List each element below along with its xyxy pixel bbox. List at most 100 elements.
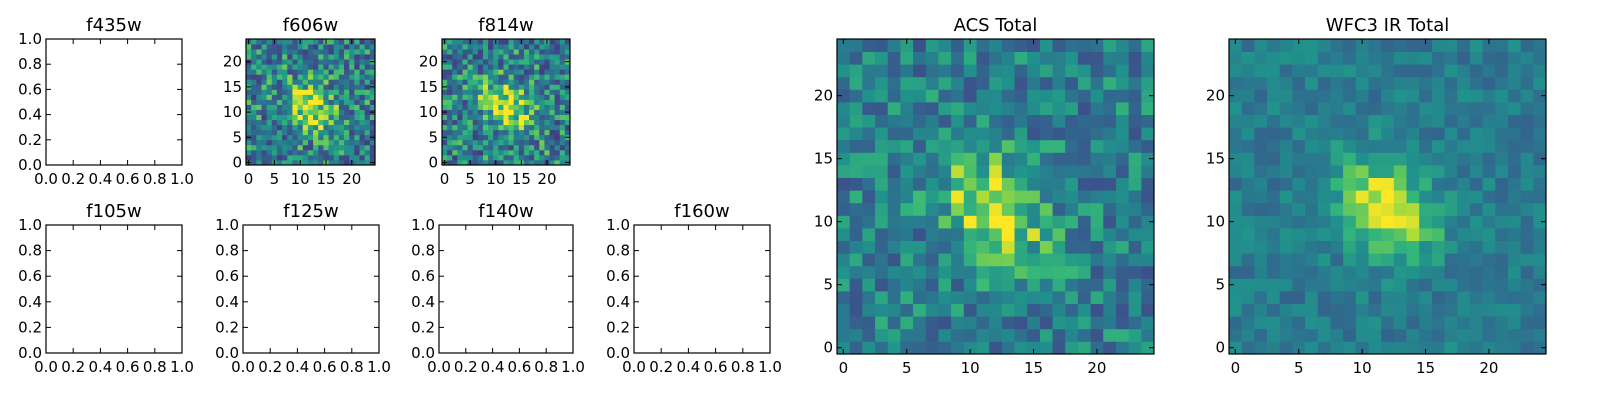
- heatmap-cell: [518, 129, 525, 136]
- heatmap-cell: [271, 44, 278, 50]
- heatmap-cell: [271, 54, 278, 60]
- y-tick-label: 1.0: [18, 30, 42, 48]
- heatmap-cell: [534, 59, 540, 65]
- heatmap-cell: [369, 69, 376, 75]
- heatmap-cell: [1241, 341, 1255, 355]
- heatmap-cell: [1052, 76, 1066, 90]
- heatmap-cell: [554, 124, 561, 131]
- heatmap-cell: [246, 129, 252, 136]
- heatmap-cell: [1267, 76, 1281, 90]
- heatmap-cell: [344, 74, 350, 80]
- heatmap-cell: [1039, 228, 1053, 241]
- heatmap-cell: [938, 341, 952, 355]
- heatmap-cell: [328, 154, 335, 161]
- heatmap-cell: [287, 109, 293, 115]
- heatmap-cell: [1115, 341, 1130, 355]
- heatmap-cell: [323, 149, 329, 156]
- heatmap-cell: [529, 94, 535, 100]
- heatmap-cell: [529, 54, 535, 60]
- heatmap-cell: [1507, 291, 1522, 304]
- heatmap-cell: [529, 64, 535, 70]
- heatmap-cell: [313, 94, 319, 100]
- heatmap-cell: [1254, 127, 1268, 141]
- heatmap-cell: [1027, 253, 1041, 267]
- heatmap-cell: [266, 69, 273, 75]
- heatmap-cell: [477, 119, 484, 126]
- heatmap-cell: [467, 129, 474, 136]
- heatmap-cell: [477, 59, 484, 65]
- heatmap-cell: [307, 124, 314, 131]
- heatmap-cell: [1330, 328, 1344, 342]
- heatmap-cell: [1495, 64, 1509, 78]
- heatmap-cell: [498, 159, 504, 166]
- heatmap-cell: [1368, 341, 1382, 355]
- heatmap-cell: [297, 89, 304, 95]
- heatmap-cell: [976, 278, 990, 292]
- heatmap-cell: [457, 109, 463, 115]
- heatmap-cell: [513, 119, 520, 126]
- heatmap-cell: [369, 39, 376, 45]
- heatmap-cell: [1065, 64, 1079, 78]
- heatmap-cell: [1241, 190, 1255, 204]
- heatmap-cell: [900, 51, 914, 65]
- heatmap-cell: [313, 49, 319, 55]
- heatmap-cell: [559, 74, 566, 80]
- heatmap-cell: [1279, 328, 1293, 342]
- heatmap-cell: [938, 265, 952, 279]
- heatmap-cell: [1305, 265, 1319, 279]
- heatmap-cell: [442, 129, 448, 136]
- heatmap-cell: [900, 303, 914, 317]
- heatmap-cell: [837, 64, 851, 78]
- y-tick-label: 0.8: [18, 242, 42, 260]
- heatmap-cell: [261, 114, 268, 121]
- heatmap-cell: [276, 159, 283, 166]
- heatmap-cell: [523, 104, 530, 110]
- heatmap-cell: [1103, 253, 1117, 267]
- heatmap-cell: [1065, 102, 1079, 115]
- heatmap-cell: [359, 79, 366, 85]
- heatmap-cell: [1039, 202, 1053, 216]
- heatmap-cell: [1267, 127, 1281, 141]
- x-tick-label: 5: [902, 359, 912, 377]
- heatmap-cell: [1317, 114, 1331, 128]
- heatmap-cell: [313, 59, 319, 65]
- heatmap-cell: [1330, 228, 1344, 241]
- heatmap-cell: [1039, 265, 1053, 279]
- heatmap-cell: [1330, 51, 1344, 65]
- heatmap-cell: [1014, 303, 1028, 317]
- heatmap-cell: [287, 39, 293, 45]
- heatmap-cell: [457, 39, 463, 45]
- heatmap-cell: [344, 144, 350, 151]
- heatmap-cell: [354, 69, 360, 75]
- heatmap-cell: [900, 177, 914, 191]
- heatmap-cell: [513, 114, 520, 121]
- heatmap-cell: [1355, 202, 1369, 216]
- heatmap-cell: [1090, 76, 1104, 90]
- heatmap-cell: [554, 119, 561, 126]
- heatmap-cell: [364, 114, 371, 121]
- heatmap-cell: [344, 64, 350, 70]
- heatmap-cell: [1533, 228, 1547, 241]
- heatmap-cell: [462, 104, 468, 110]
- heatmap-cell: [246, 54, 252, 60]
- heatmap-cell: [1330, 152, 1344, 166]
- heatmap-cell: [313, 109, 319, 115]
- heatmap-cell: [282, 59, 288, 65]
- heatmap-cell: [1457, 165, 1471, 178]
- heatmap-cell: [963, 202, 977, 216]
- heatmap-cell: [1520, 89, 1534, 103]
- heatmap-cell: [1317, 190, 1331, 204]
- heatmap-cell: [472, 84, 479, 90]
- heatmap-cell: [467, 74, 474, 80]
- heatmap-cell: [1381, 64, 1395, 78]
- heatmap-cell: [472, 39, 479, 45]
- heatmap-cell: [364, 94, 371, 100]
- heatmap-cell: [523, 44, 530, 50]
- heatmap-cell: [369, 64, 376, 70]
- heatmap-cell: [1317, 51, 1331, 65]
- y-tick-label: 0.0: [18, 344, 42, 362]
- heatmap-cell: [354, 89, 360, 95]
- heatmap-cell: [534, 54, 540, 60]
- heatmap-cell: [900, 76, 914, 90]
